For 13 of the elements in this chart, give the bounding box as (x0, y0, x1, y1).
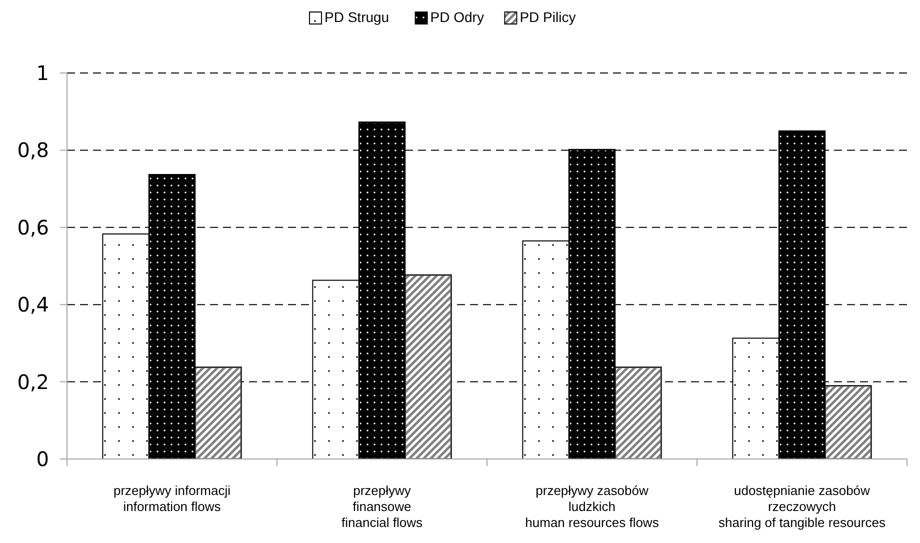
legend-label: PD Strugu (324, 9, 390, 25)
x-tick-label: przepływy informacji information flows (113, 483, 231, 514)
y-tick-label: 0,2 (17, 370, 49, 394)
y-tick-label: 1 (36, 61, 49, 85)
y-tick-label: 0,8 (17, 138, 49, 162)
y-tick-label: 0,4 (17, 292, 49, 317)
y-tick-label: 0,6 (17, 215, 49, 240)
legend-label: PD Pilicy (520, 9, 576, 25)
legend-label: PD Odry (430, 9, 484, 25)
y-tick-label: 0 (36, 447, 49, 471)
x-tick-label: przepływy zasobów ludzkich human resources flows (525, 483, 660, 530)
x-tick-label: przepływy finansowe financial flows (342, 483, 423, 530)
x-tick-label: udostępnianie zasobów rzeczowych sharing of tangible resources (718, 483, 886, 530)
